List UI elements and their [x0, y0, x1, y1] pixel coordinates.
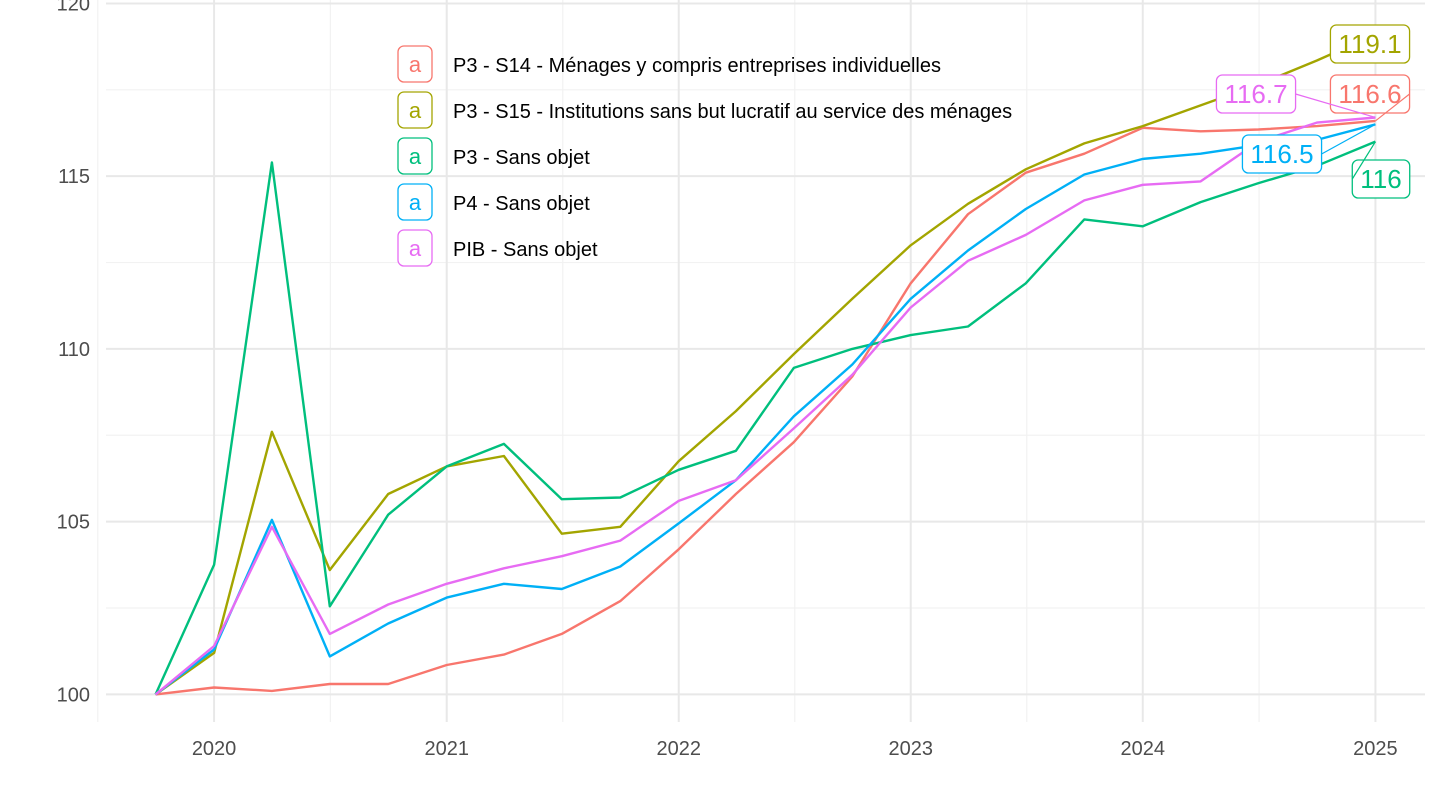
- y-tick-label: 115: [58, 166, 90, 188]
- legend-label: PIB - Sans objet: [453, 239, 598, 261]
- legend-label: P3 - S15 - Institutions sans but lucrati…: [453, 101, 1012, 123]
- legend-key-glyph: a: [409, 98, 422, 123]
- legend-item: a P3 - S14 - Ménages y compris entreprise…: [397, 45, 941, 83]
- legend-item: a P4 - Sans objet: [397, 183, 590, 221]
- end-label: 116.5: [1241, 123, 1376, 174]
- end-label-connector: [1295, 93, 1376, 119]
- minor-gridlines: [97, 0, 1425, 722]
- legend-key-glyph: a: [409, 52, 422, 77]
- y-tick-label: 105: [57, 512, 90, 534]
- end-label: 116: [1351, 141, 1411, 199]
- end-label-value: 116.6: [1338, 79, 1401, 109]
- legend-key: [397, 137, 433, 175]
- end-label-box: [1329, 24, 1411, 64]
- end-label-value: 116.5: [1250, 139, 1313, 169]
- x-tick-label: 2025: [1353, 738, 1398, 760]
- end-label-connector: [1351, 141, 1376, 180]
- legend-key: [397, 183, 433, 221]
- end-label-connector: [1321, 123, 1376, 155]
- end-value-labels: 119.1 116.6 116.7 116.5 116: [1215, 24, 1411, 199]
- legend-label: P3 - S14 - Ménages y compris entreprises…: [453, 55, 941, 77]
- legend-key: [397, 229, 433, 267]
- series-line: [154, 123, 1376, 696]
- legend-item: a PIB - Sans objet: [397, 229, 598, 267]
- end-label: 119.1: [1329, 24, 1411, 64]
- series-line: [154, 33, 1376, 696]
- major-gridlines: [106, 0, 1425, 722]
- x-tick-label: 2021: [424, 738, 469, 760]
- legend-key-glyph: a: [409, 190, 422, 215]
- y-tick-label: 100: [57, 684, 90, 706]
- legend-label: P3 - Sans objet: [453, 147, 590, 169]
- x-tick-label: 2023: [888, 738, 933, 760]
- series-line: [155, 119, 1376, 696]
- legend-key: [397, 91, 433, 129]
- series-line: [154, 116, 1376, 696]
- end-label-connector: [1375, 93, 1410, 122]
- legend-item: a P3 - S15 - Institutions sans but lucrat…: [397, 91, 1012, 129]
- series-line: [154, 140, 1376, 695]
- end-label-value: 116.7: [1224, 79, 1287, 109]
- x-tick-label: 2024: [1121, 738, 1166, 760]
- end-label: 116.7: [1215, 74, 1376, 119]
- x-tick-label: 2022: [656, 738, 701, 760]
- x-axis-tick-labels: 2020 2021 2022 2023 2024 2025: [192, 738, 1398, 760]
- series-lines: [154, 33, 1376, 696]
- y-axis-tick-labels: 100 105 110 115 120: [57, 0, 90, 706]
- legend-item: a P3 - Sans objet: [397, 137, 590, 175]
- x-tick-label: 2020: [192, 738, 237, 760]
- legend-key-glyph: a: [409, 144, 422, 169]
- legend-key: [397, 45, 433, 83]
- end-label-value: 116: [1360, 164, 1401, 194]
- legend-label: P4 - Sans objet: [453, 193, 590, 215]
- legend: a P3 - S14 - Ménages y compris entreprise…: [397, 45, 1012, 267]
- y-tick-label: 120: [57, 0, 90, 15]
- y-tick-label: 110: [58, 339, 90, 361]
- end-label: 116.6: [1329, 74, 1411, 122]
- legend-key-glyph: a: [409, 236, 422, 261]
- end-label-value: 119.1: [1338, 29, 1401, 59]
